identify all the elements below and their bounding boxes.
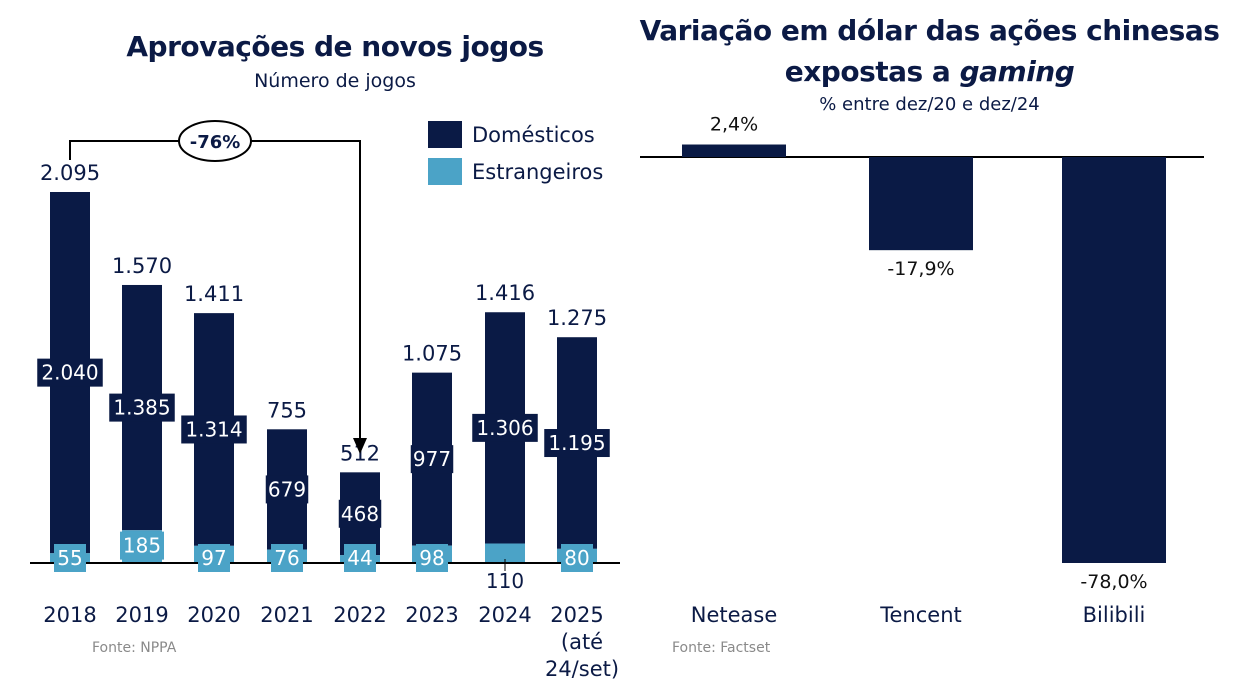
right-chart-subtitle: % entre dez/20 e dez/24 [819,94,1040,115]
legend-swatch-domestic [428,121,462,148]
foreign-value-label: 110 [486,569,524,593]
domestic-label-box [181,415,247,444]
legend-item-foreign: Estrangeiros [428,153,603,190]
bar [1062,157,1166,563]
x-tick-label: Netease [691,603,778,627]
total-value-label: 2.095 [40,161,100,185]
annotation-ellipse [178,120,252,162]
domestic-label-box [338,499,382,528]
x-tick-label: 2021 [260,603,313,627]
right-chart-title-line2: expostas a gaming [620,55,1239,88]
foreign-value-label: 185 [123,534,161,558]
legend-label: Domésticos [472,122,595,147]
foreign-value-label: 76 [274,546,299,570]
arrow-head-icon [353,438,367,454]
x-tick-label: 24/set) [545,657,619,681]
x-tick-label: 2022 [333,603,386,627]
total-value-label: 755 [267,398,307,422]
foreign-label-box [561,544,593,572]
bar-foreign [485,543,525,563]
left-chart-subtitle: Número de jogos [254,70,416,92]
foreign-label-box [344,544,376,572]
x-tick-label: 2018 [43,603,96,627]
foreign-value-label: 55 [57,546,82,570]
domestic-label-box [109,393,175,422]
domestic-value-label: 1.195 [548,431,605,455]
foreign-label-box [54,544,86,572]
total-value-label: 1.416 [475,281,535,305]
legend-swatch-foreign [428,158,462,185]
domestic-value-label: 1.314 [185,417,242,441]
x-tick-label: Bilibili [1083,603,1146,627]
foreign-label-box [416,544,448,572]
x-tick-label: 2019 [115,603,168,627]
domestic-value-label: 468 [341,502,379,526]
domestic-label-box [265,475,309,504]
left-source: Fonte: NPPA [92,640,177,656]
legend-label: Estrangeiros [472,159,604,184]
title-italic: gaming [959,55,1075,88]
total-value-label: 1.411 [184,282,244,306]
title-plain: expostas a [784,55,960,88]
domestic-value-label: 679 [268,477,306,501]
x-tick-label: 2023 [405,603,458,627]
foreign-label-box [198,544,230,572]
foreign-label-box [120,531,164,560]
foreign-value-label: 98 [419,546,444,570]
annotation-label: -76% [190,132,241,153]
total-value-label: 1.275 [547,306,607,330]
value-label: -78,0% [1080,571,1147,593]
total-value-label: 1.570 [112,254,172,278]
left-chart-title: Aprovações de novos jogos [126,30,544,63]
domestic-value-label: 1.385 [113,396,170,420]
domestic-label-box [37,358,103,387]
domestic-value-label: 977 [413,447,451,471]
total-value-label: 1.075 [402,342,462,366]
x-tick-label: (até [561,630,603,654]
x-tick-label: 2025 [550,603,603,627]
value-label: -17,9% [887,258,954,280]
foreign-value-label: 97 [201,546,226,570]
x-tick-label: Tencent [879,603,962,627]
right-chart-title-line1: Variação em dólar das ações chinesas [639,14,1220,47]
domestic-label-box [410,445,454,474]
foreign-label-box [271,544,303,572]
left-chart: 2.040 1.385 1.314 679 468 977 1.306 1.195 55 185 9… [30,120,620,681]
domestic-label-box [472,413,538,442]
x-tick-label: 2020 [187,603,240,627]
bar [869,157,973,251]
right-chart: 2,4% Netease -17,9% Tencent -78,0% Bilibili [640,114,1204,627]
x-tick-label: 2024 [478,603,531,627]
legend: Domésticos Estrangeiros [428,116,603,190]
domestic-label-box [544,429,610,458]
foreign-value-label: 44 [347,546,372,570]
foreign-value-label: 80 [564,546,589,570]
domestic-value-label: 2.040 [41,361,98,385]
legend-item-domestic: Domésticos [428,116,603,153]
right-source: Fonte: Factset [672,640,771,656]
value-label: 2,4% [710,114,758,136]
bar [682,144,786,157]
domestic-value-label: 1.306 [476,416,533,440]
